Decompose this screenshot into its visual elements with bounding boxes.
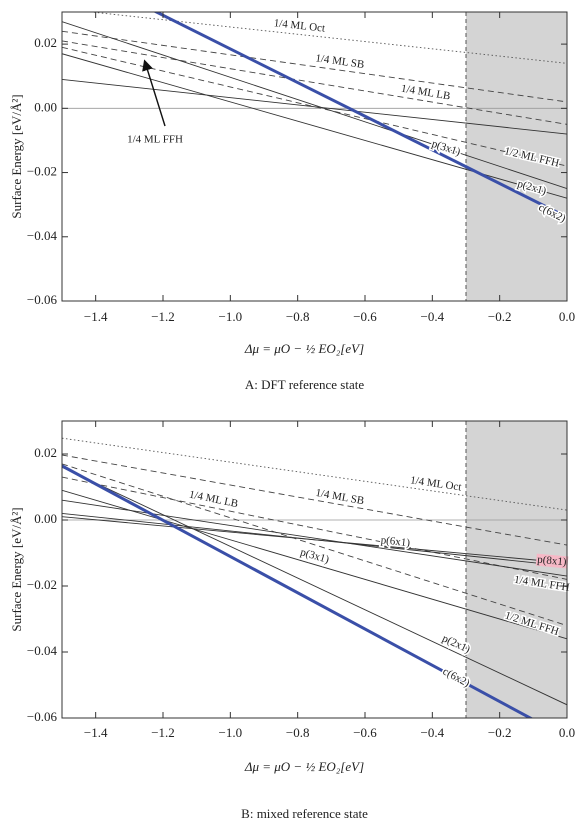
series-line xyxy=(62,437,567,511)
x-tick-label: −0.6 xyxy=(353,309,377,324)
x-tick-label: −1.0 xyxy=(219,725,243,740)
series-line xyxy=(62,78,567,135)
y-tick-label: −0.04 xyxy=(27,228,58,243)
series-line xyxy=(62,466,567,706)
x-tick-label: −0.2 xyxy=(488,725,512,740)
y-tick-label: −0.02 xyxy=(27,577,57,592)
annotation-arrow xyxy=(142,59,166,127)
x-tick-label: −1.4 xyxy=(84,725,108,740)
y-tick-label: −0.06 xyxy=(27,292,58,307)
x-axis-label: Δμ = μO − ½ EO₂[eV] xyxy=(244,759,364,774)
series-line xyxy=(62,476,567,580)
plot-frame xyxy=(61,11,568,302)
y-tick-label: 0.00 xyxy=(34,99,57,114)
series-label: p(6x1) xyxy=(380,534,411,549)
series-line xyxy=(62,454,567,546)
series-label: 1/4 ML LB xyxy=(400,83,451,103)
y-tick-label: −0.02 xyxy=(27,164,57,179)
x-tick-label: −0.8 xyxy=(286,309,310,324)
series-line xyxy=(153,12,567,219)
y-tick-label: 0.02 xyxy=(34,445,57,460)
x-tick-label: 0.0 xyxy=(559,725,575,740)
series-label: 1/4 ML FFH xyxy=(127,134,183,146)
series-line xyxy=(87,12,567,64)
x-tick-label: 0.0 xyxy=(559,309,575,324)
y-tick-label: 0.00 xyxy=(34,511,57,526)
x-tick-label: −1.0 xyxy=(219,309,243,324)
shaded-region xyxy=(466,12,567,301)
x-tick-label: −0.2 xyxy=(488,309,512,324)
series-line xyxy=(62,21,567,190)
series-line xyxy=(62,463,567,627)
x-axis-label: Δμ = μO − ½ EO₂[eV] xyxy=(244,341,364,356)
series-group xyxy=(62,437,567,718)
series-line xyxy=(62,46,567,167)
series-group xyxy=(62,12,567,219)
y-tick-label: 0.02 xyxy=(34,35,57,50)
series-line xyxy=(62,40,567,125)
x-tick-label: −0.4 xyxy=(421,725,445,740)
y-axis-label: Surface Energy [eV/Å²] xyxy=(9,507,24,631)
x-tick-label: −0.4 xyxy=(421,309,445,324)
series-line xyxy=(62,489,567,640)
y-axis-label: Surface Energy [eV/Å²] xyxy=(9,94,24,218)
y-tick-label: −0.06 xyxy=(27,709,58,724)
x-tick-label: −1.2 xyxy=(151,309,175,324)
series-label: p(3x1) xyxy=(299,546,331,566)
caption: A: DFT reference state xyxy=(245,377,364,392)
x-tick-label: −0.8 xyxy=(286,725,310,740)
x-tick-label: −1.2 xyxy=(151,725,175,740)
caption: B: mixed reference state xyxy=(241,806,368,821)
y-tick-label: −0.04 xyxy=(27,643,58,658)
x-tick-label: −1.4 xyxy=(84,309,108,324)
series-label: 1/4 ML SB xyxy=(315,52,365,71)
label-highlight xyxy=(535,553,569,569)
series-line xyxy=(62,516,567,564)
series-line xyxy=(62,30,567,103)
x-tick-label: −0.6 xyxy=(353,725,377,740)
series-label: 1/4 ML Oct xyxy=(409,474,462,493)
series-label: p(8x1) xyxy=(537,554,568,569)
plot-frame xyxy=(61,420,568,719)
series-line xyxy=(62,464,534,718)
